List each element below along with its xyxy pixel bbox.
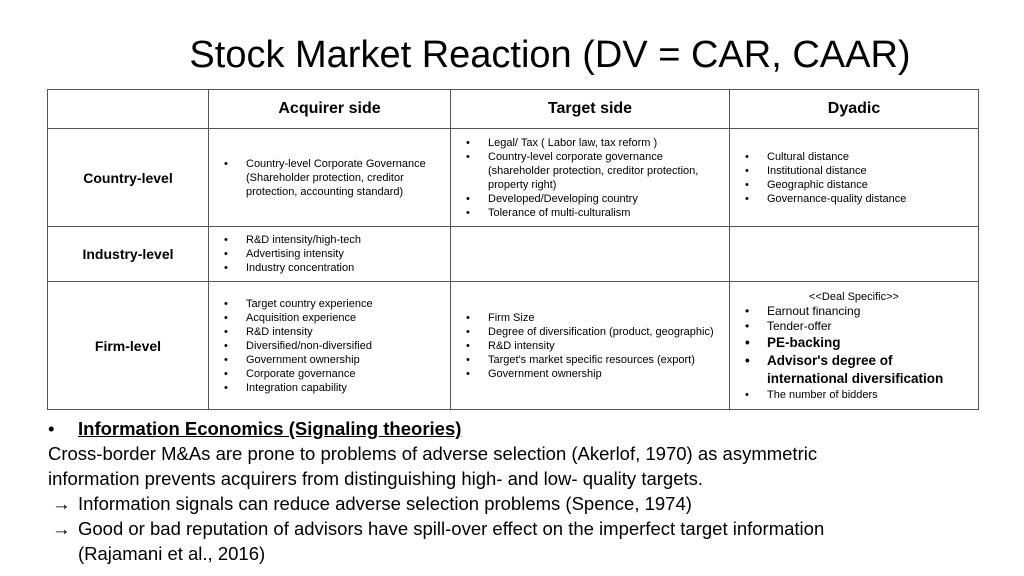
notes-line-2: information prevents acquirers from dist… — [48, 468, 704, 489]
notes-heading: Information Economics (Signaling theorie… — [78, 418, 462, 439]
notes-point-2-continuation: (Rajamani et al., 2016) — [78, 543, 266, 564]
deal-specific-header: <<Deal Specific>> — [809, 290, 899, 303]
cell-industry-acquirer: R&D intensity/high-tech Advertising inte… — [208, 226, 451, 282]
list-item: Firm Size — [463, 311, 723, 325]
notes-point-2-text: Good or bad reputation of advisors have … — [78, 518, 825, 539]
cell-industry-target — [450, 226, 730, 282]
list-item: Advisor's degree of international divers… — [742, 352, 972, 388]
table-row-country-level: Country-level Country-level Corporate Go… — [47, 128, 979, 227]
list-item: Country-level Corporate Governance (Shar… — [221, 157, 444, 199]
bullet-glyph: • — [48, 418, 55, 439]
row-label-industry-level: Industry-level — [47, 226, 209, 282]
list-item: Integration capability — [221, 381, 444, 395]
list-item: Cultural distance — [742, 150, 972, 164]
arrow-right-icon: → — [52, 518, 71, 539]
list-item: Acquisition experience — [221, 311, 444, 325]
list-item: Degree of diversification (product, geog… — [463, 325, 723, 339]
list-item: Advertising intensity — [221, 247, 444, 261]
cell-firm-target: Firm Size Degree of diversification (pro… — [450, 281, 730, 410]
row-label-firm-level: Firm-level — [47, 281, 209, 410]
list-item: Geographic distance — [742, 178, 972, 192]
table-header-row: Acquirer side Target side Dyadic — [47, 89, 979, 129]
notes-line-1: Cross-border M&As are prone to problems … — [48, 443, 818, 464]
cell-country-dyadic: Cultural distance Institutional distance… — [729, 128, 979, 227]
cell-industry-dyadic — [729, 226, 979, 282]
cell-firm-acquirer: Target country experience Acquisition ex… — [208, 281, 451, 410]
list-item: Developed/Developing country — [463, 192, 723, 206]
header-acquirer-side: Acquirer side — [208, 89, 451, 129]
list-item: Tolerance of multi-culturalism — [463, 206, 723, 220]
notes-point-1-text: Information signals can reduce adverse s… — [78, 493, 692, 514]
list-item: Country-level corporate governance (shar… — [463, 150, 723, 192]
list-item: Institutional distance — [742, 164, 972, 178]
cell-country-target: Legal/ Tax ( Labor law, tax reform ) Cou… — [450, 128, 730, 227]
header-corner — [47, 89, 209, 129]
notes-point-1: → Information signals can reduce adverse… — [48, 491, 1008, 516]
list-item: Target country experience — [221, 297, 444, 311]
notes-heading-line: • Information Economics (Signaling theor… — [48, 416, 1008, 441]
list-item: Government ownership — [221, 353, 444, 367]
list-item: Industry concentration — [221, 261, 444, 275]
table-row-firm-level: Firm-level Target country experience Acq… — [47, 281, 979, 410]
list-item: R&D intensity/high-tech — [221, 233, 444, 247]
list-item: Corporate governance — [221, 367, 444, 381]
notes-point-2: → Good or bad reputation of advisors hav… — [48, 516, 1008, 541]
table-row-industry-level: Industry-level R&D intensity/high-tech A… — [47, 226, 979, 282]
cell-country-acquirer: Country-level Corporate Governance (Shar… — [208, 128, 451, 227]
header-dyadic: Dyadic — [729, 89, 979, 129]
notes-section: • Information Economics (Signaling theor… — [48, 416, 1008, 566]
list-item: Governance-quality distance — [742, 192, 972, 206]
list-item: The number of bidders — [742, 388, 972, 402]
slide-title: Stock Market Reaction (DV = CAR, CAAR) — [189, 34, 911, 76]
list-item: PE-backing — [742, 334, 972, 352]
header-target-side: Target side — [450, 89, 730, 129]
factors-table: Acquirer side Target side Dyadic Country… — [47, 89, 979, 410]
list-item: Legal/ Tax ( Labor law, tax reform ) — [463, 136, 723, 150]
arrow-right-icon: → — [52, 493, 71, 514]
list-item: Government ownership — [463, 367, 723, 381]
list-item: Diversified/non-diversified — [221, 339, 444, 353]
list-item: R&D intensity — [463, 339, 723, 353]
list-item: R&D intensity — [221, 325, 444, 339]
list-item: Earnout financing — [742, 304, 972, 319]
cell-firm-dyadic: <<Deal Specific>> Earnout financing Tend… — [729, 281, 979, 410]
list-item: Tender-offer — [742, 319, 972, 334]
list-item: Target's market specific resources (expo… — [463, 353, 723, 367]
row-label-country-level: Country-level — [47, 128, 209, 227]
